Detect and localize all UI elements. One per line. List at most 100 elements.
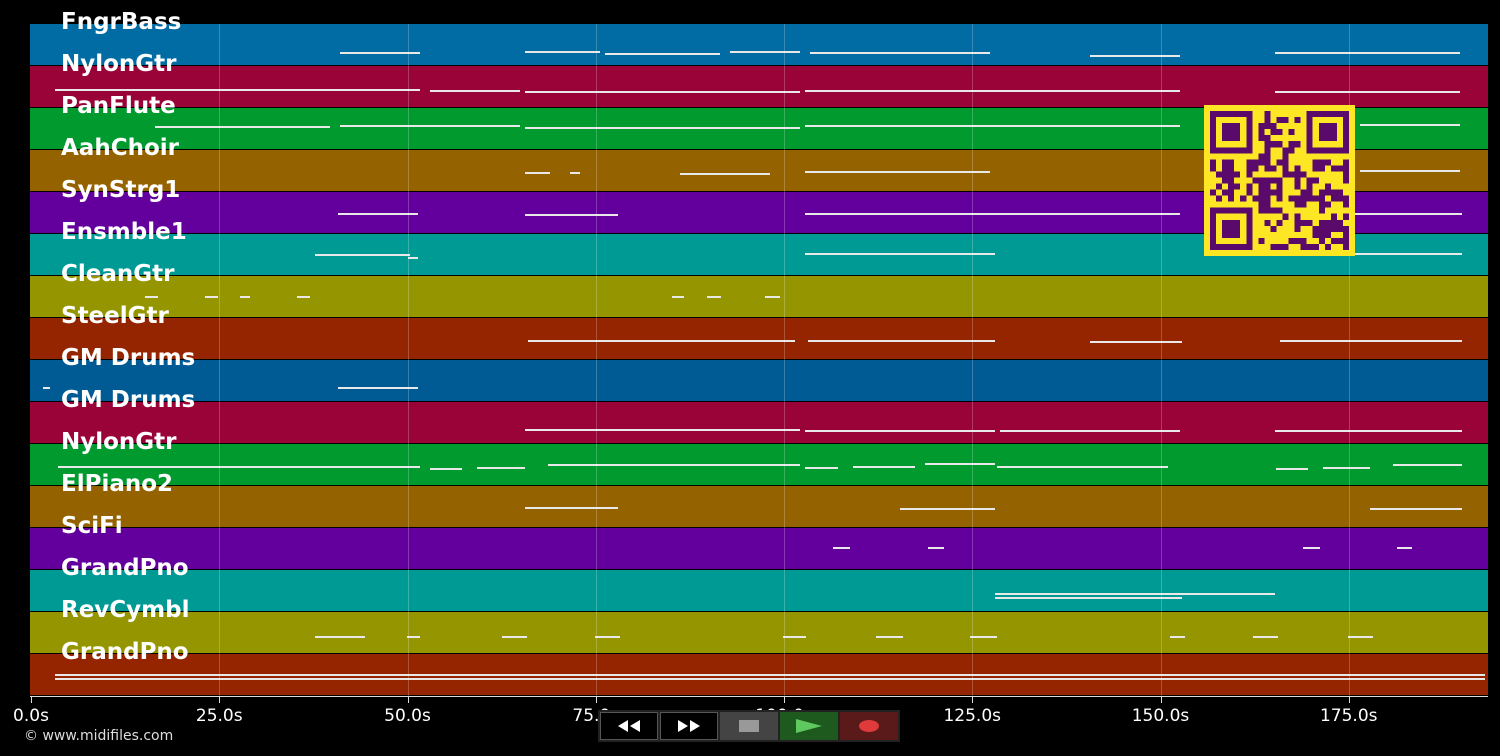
play-button[interactable] bbox=[780, 712, 838, 740]
midi-note bbox=[805, 467, 838, 469]
transport-controls bbox=[598, 710, 900, 742]
midi-note bbox=[525, 507, 618, 509]
track-lane[interactable] bbox=[30, 570, 1488, 612]
midi-note bbox=[55, 674, 1485, 676]
midi-note bbox=[1275, 91, 1460, 93]
track-label: SynStrg1 bbox=[61, 177, 181, 203]
midi-note bbox=[525, 91, 800, 93]
midi-note bbox=[707, 296, 721, 298]
track-lane[interactable] bbox=[30, 444, 1488, 486]
track-lane[interactable] bbox=[30, 612, 1488, 654]
midi-note bbox=[525, 127, 800, 129]
gridline bbox=[784, 24, 785, 696]
stop-button[interactable] bbox=[720, 712, 778, 740]
track-lane[interactable] bbox=[30, 360, 1488, 402]
midi-note bbox=[407, 636, 420, 638]
midi-note bbox=[595, 636, 620, 638]
midi-note bbox=[340, 125, 520, 127]
midi-note bbox=[995, 593, 1275, 595]
track-lane[interactable] bbox=[30, 66, 1488, 108]
midi-note bbox=[525, 214, 618, 216]
midi-note bbox=[833, 547, 850, 549]
midi-note bbox=[1397, 547, 1412, 549]
record-icon bbox=[859, 720, 879, 732]
tick-label: 150.0s bbox=[1131, 706, 1190, 726]
midi-note bbox=[925, 463, 995, 465]
tick-mark bbox=[1348, 697, 1350, 703]
track-label: SciFi bbox=[61, 513, 123, 539]
midi-note bbox=[1348, 636, 1373, 638]
track-label: RevCymbl bbox=[61, 597, 190, 623]
gridline bbox=[595, 24, 597, 696]
tick-label: 0.0s bbox=[13, 706, 49, 726]
midi-note bbox=[528, 340, 795, 342]
rewind-button[interactable] bbox=[600, 712, 658, 740]
midi-note bbox=[408, 257, 418, 259]
midi-note bbox=[338, 387, 418, 389]
track-label: PanFlute bbox=[61, 93, 176, 119]
midi-note bbox=[672, 296, 684, 298]
midi-note bbox=[995, 597, 1182, 599]
midi-note bbox=[240, 296, 250, 298]
gridline bbox=[1160, 24, 1162, 696]
midi-note bbox=[1360, 170, 1460, 172]
track-label: GrandPno bbox=[61, 555, 189, 581]
midi-note bbox=[297, 296, 310, 298]
midi-note bbox=[876, 636, 903, 638]
midi-note bbox=[1280, 340, 1462, 342]
midi-note bbox=[1276, 468, 1308, 470]
midi-note bbox=[1355, 253, 1462, 255]
record-button[interactable] bbox=[840, 712, 898, 740]
midi-note bbox=[805, 171, 990, 173]
midi-note bbox=[477, 467, 525, 469]
track-label: ElPiano2 bbox=[61, 471, 174, 497]
midi-note bbox=[570, 172, 580, 174]
midi-note bbox=[805, 125, 1180, 127]
tick-label: 125.0s bbox=[943, 706, 1002, 726]
midi-note bbox=[155, 126, 330, 128]
play-icon bbox=[796, 719, 822, 733]
midi-note bbox=[43, 387, 50, 389]
tick-mark bbox=[407, 697, 409, 703]
midi-note bbox=[1090, 341, 1182, 343]
midi-note bbox=[680, 173, 770, 175]
fast-forward-button[interactable] bbox=[660, 712, 718, 740]
track-label: Ensmble1 bbox=[61, 219, 187, 245]
track-lane[interactable] bbox=[30, 528, 1488, 570]
track-lane[interactable] bbox=[30, 276, 1488, 318]
qr-code bbox=[1204, 105, 1355, 256]
fast-forward-icon bbox=[678, 720, 700, 732]
track-lane[interactable] bbox=[30, 318, 1488, 360]
midi-note bbox=[853, 466, 915, 468]
midi-note bbox=[765, 296, 780, 298]
midi-note bbox=[340, 52, 420, 54]
midi-note bbox=[145, 296, 158, 298]
gridline bbox=[1348, 24, 1350, 696]
tick-mark bbox=[784, 697, 785, 703]
midi-note bbox=[1090, 55, 1180, 57]
track-lane[interactable] bbox=[30, 486, 1488, 528]
copyright-text: © www.midifiles.com bbox=[24, 728, 174, 744]
tick-mark bbox=[595, 697, 597, 703]
track-label: GrandPno bbox=[61, 639, 189, 665]
midi-note bbox=[1360, 124, 1460, 126]
track-label: SteelGtr bbox=[61, 303, 169, 329]
track-label: CleanGtr bbox=[61, 261, 175, 287]
midi-note bbox=[430, 90, 520, 92]
midi-note bbox=[928, 547, 944, 549]
track-lane[interactable] bbox=[30, 24, 1488, 66]
track-lane[interactable] bbox=[30, 402, 1488, 444]
midi-note bbox=[58, 466, 420, 468]
track-label: AahChoir bbox=[61, 135, 179, 161]
midi-note bbox=[805, 213, 1180, 215]
track-lane[interactable] bbox=[30, 654, 1488, 696]
midi-note bbox=[55, 678, 1485, 680]
midi-note bbox=[1170, 636, 1185, 638]
midi-note bbox=[338, 213, 418, 215]
tick-mark bbox=[972, 697, 974, 703]
midi-note bbox=[783, 636, 806, 638]
gridline bbox=[972, 24, 974, 696]
track-label: GM Drums bbox=[61, 345, 196, 371]
midi-note bbox=[525, 429, 800, 431]
tick-label: 50.0s bbox=[384, 706, 431, 726]
